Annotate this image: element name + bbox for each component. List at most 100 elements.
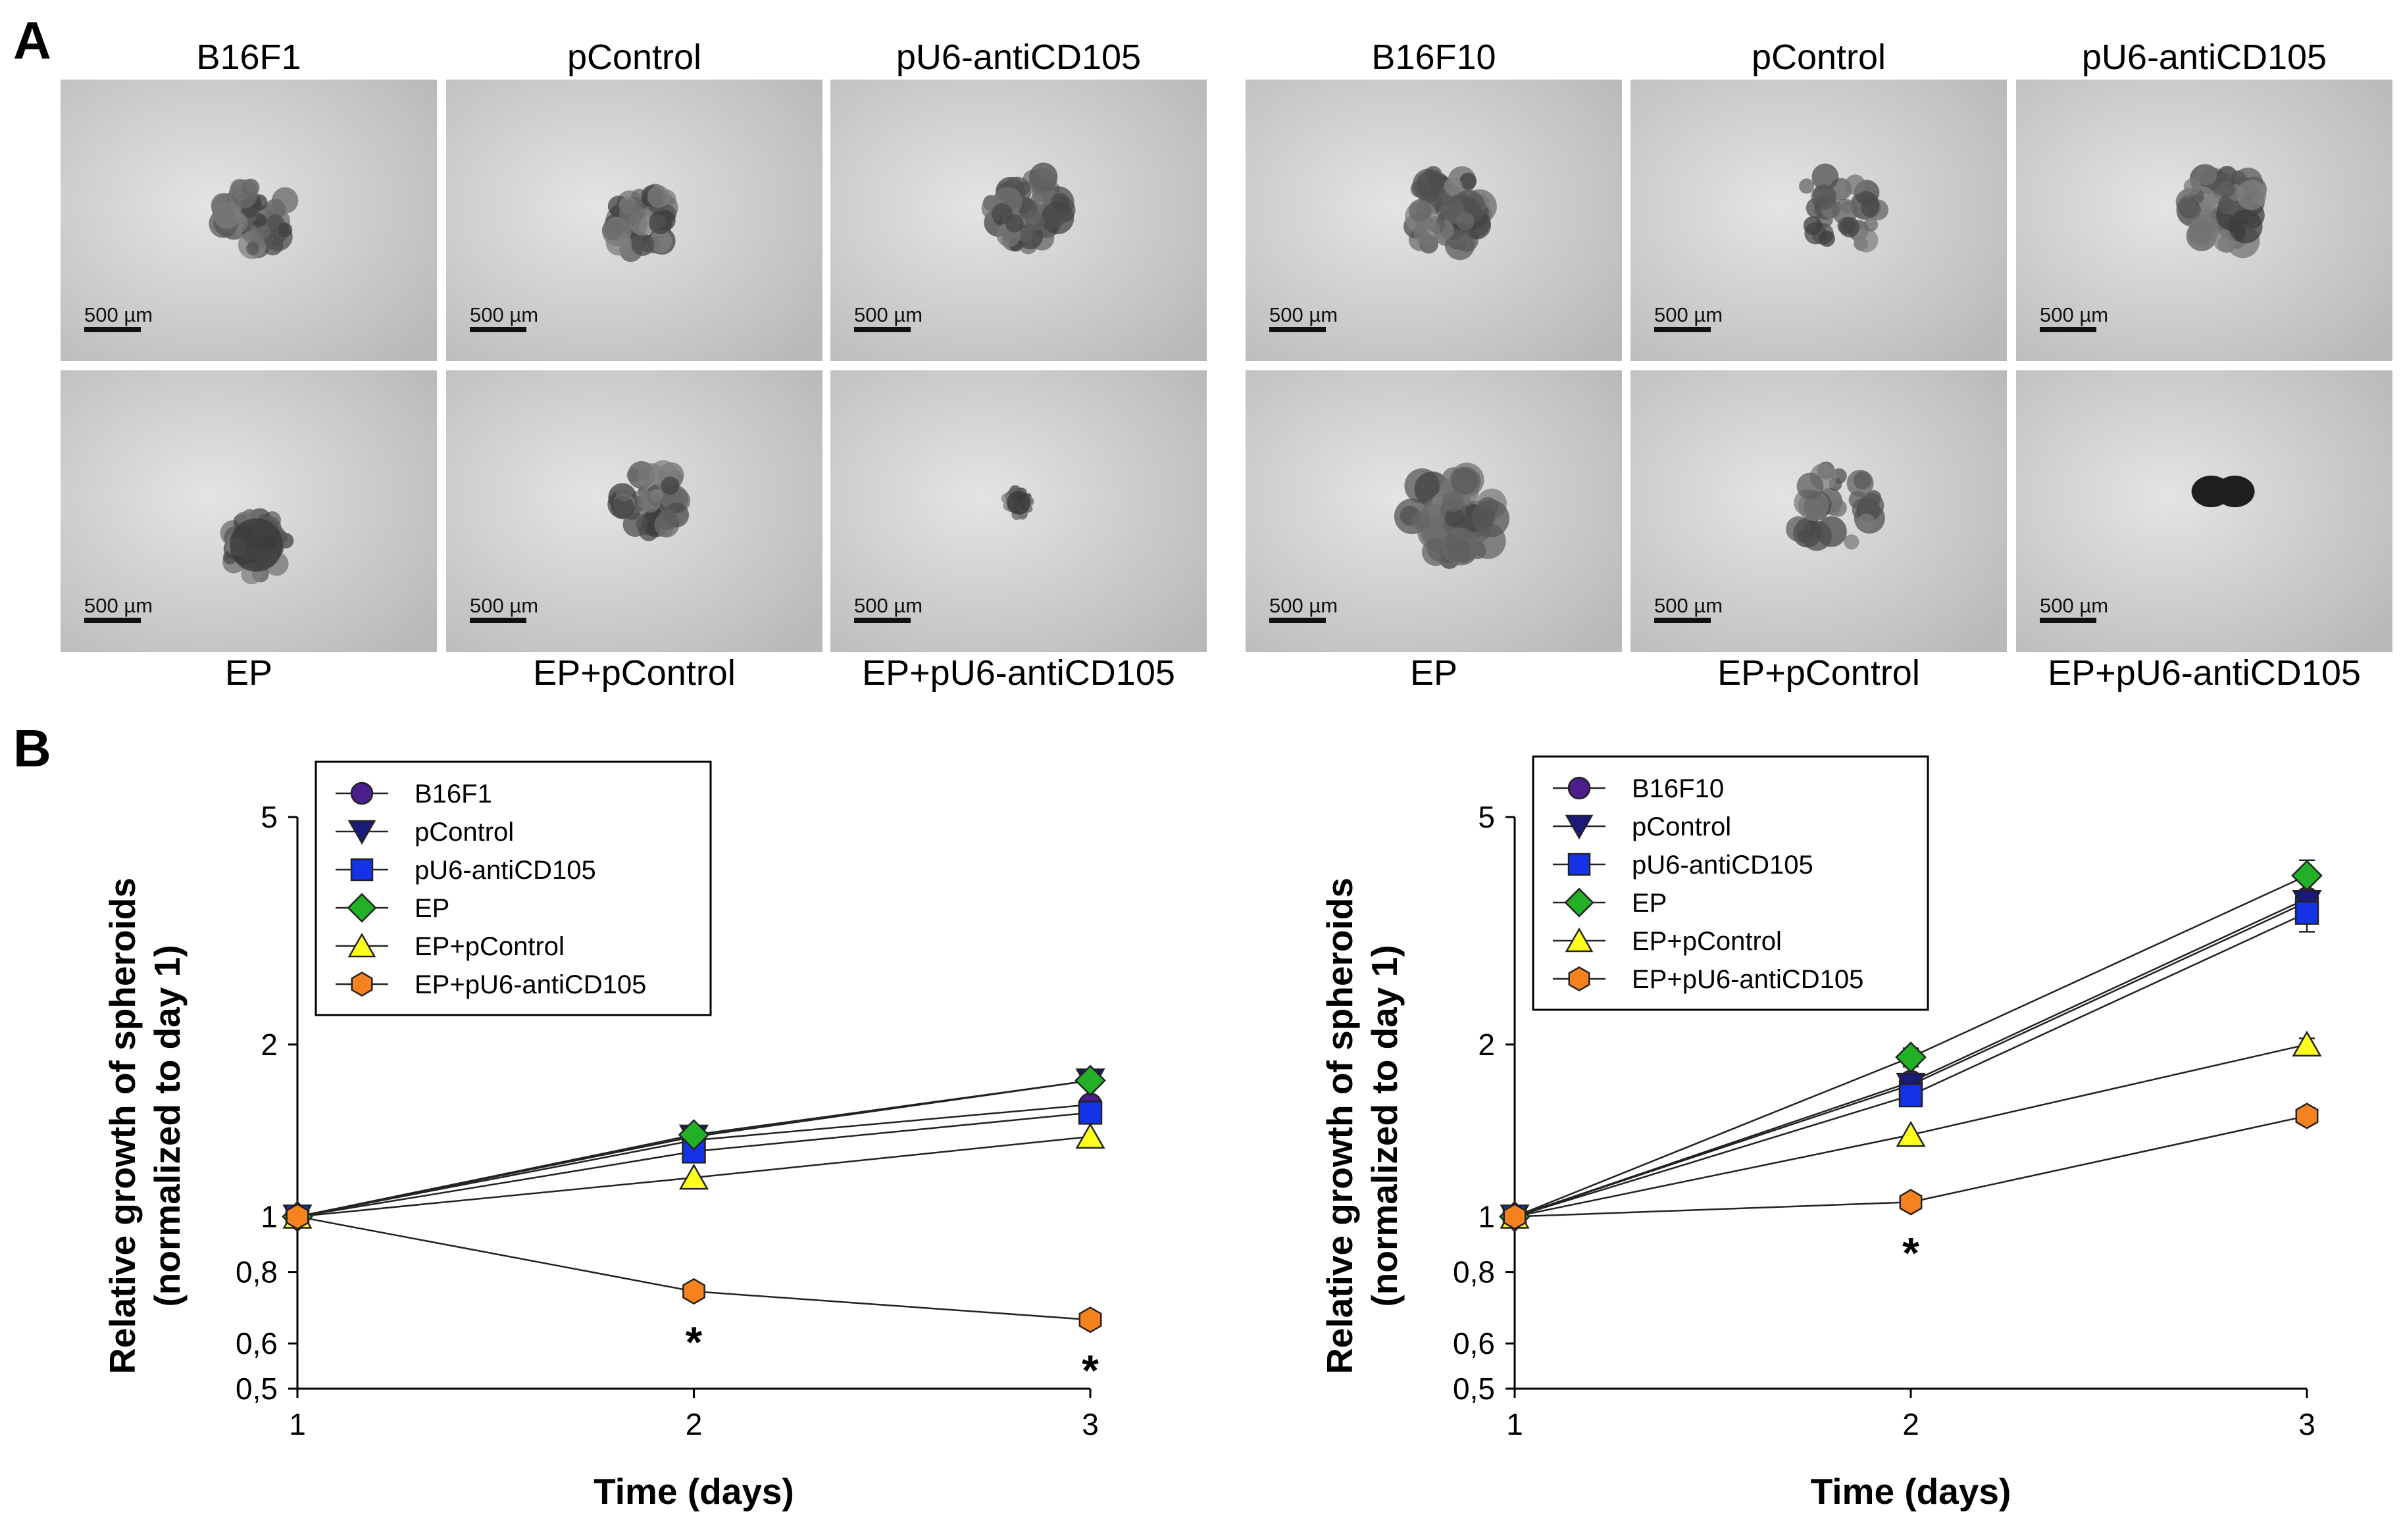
error-bar — [1903, 1072, 1919, 1092]
legend-marker — [1568, 966, 1590, 992]
scale-bar — [470, 618, 526, 623]
micrograph: 500 µm — [1246, 370, 1622, 652]
data-point — [2291, 860, 2323, 891]
data-point — [2292, 1030, 2322, 1057]
legend-marker — [1567, 776, 1591, 800]
legend-label: EP — [1632, 889, 1667, 918]
scale-bar — [84, 618, 141, 623]
data-point — [2294, 886, 2319, 911]
data-point — [1500, 1205, 1530, 1231]
error-bar — [2299, 859, 2315, 893]
scale-bar — [84, 327, 141, 332]
spheroid — [1786, 461, 1885, 551]
y-axis-title: (normalized to day 1) — [147, 945, 188, 1306]
x-tick-label: 1 — [1506, 1407, 1523, 1441]
micrograph-bottom-label: EP+pU6-antiCD105 — [862, 653, 1175, 693]
scale-bar-label: 500 µm — [2040, 594, 2108, 617]
data-point — [678, 1124, 709, 1151]
micrograph: 500 µm — [830, 370, 1207, 652]
scale-bar — [854, 327, 911, 332]
y-tick-label: 0,8 — [1453, 1255, 1495, 1289]
spheroid — [1001, 485, 1034, 520]
spheroid — [1799, 163, 1889, 253]
data-point — [682, 1128, 706, 1153]
data-point — [678, 1163, 709, 1190]
error-bar — [2299, 1037, 2315, 1052]
data-point — [1075, 1068, 1105, 1095]
legend-label: B16F10 — [1632, 774, 1724, 803]
micrograph-bottom-label: EP — [1409, 653, 1458, 693]
series-line — [1514, 901, 2308, 1218]
y-tick-label: 2 — [261, 1028, 278, 1062]
scale-bar-label: 500 µm — [1269, 594, 1338, 617]
legend-label: EP — [415, 894, 449, 923]
data-point — [282, 1203, 313, 1229]
legend-label: pControl — [1632, 812, 1731, 841]
y-axis-title: Relative growth of spheroids — [1319, 878, 1360, 1374]
panel-a-letter: A — [13, 11, 51, 70]
micrograph-top-label: B16F1 — [196, 37, 301, 77]
micrograph: 500 µm — [1246, 80, 1622, 361]
spheroid — [209, 178, 299, 259]
legend-marker — [350, 858, 374, 882]
spheroid — [1394, 462, 1509, 569]
data-point — [282, 1201, 313, 1233]
x-tick-label: 2 — [686, 1407, 703, 1441]
scale-bar-label: 500 µm — [854, 594, 922, 617]
error-bar — [2299, 894, 2315, 933]
y-tick-label: 0,8 — [236, 1255, 278, 1289]
x-tick-label: 3 — [2298, 1407, 2315, 1441]
y-axis-title: Relative growth of spheroids — [102, 878, 143, 1374]
legend-marker — [350, 782, 374, 805]
scale-bar — [470, 327, 526, 332]
legend-marker — [1567, 853, 1591, 876]
micrograph: 500 µm — [446, 80, 822, 361]
legend-marker — [1565, 814, 1594, 840]
micrograph: 500 µm — [61, 370, 437, 652]
scale-bar-label: 500 µm — [1269, 303, 1338, 326]
scale-bar — [2040, 618, 2096, 623]
data-point — [1078, 1306, 1102, 1333]
series-line — [1514, 874, 2308, 1218]
legend-label: B16F1 — [415, 780, 492, 808]
y-tick-label: 5 — [261, 800, 278, 834]
y-tick-label: 0,5 — [236, 1372, 278, 1406]
y-tick-label: 0,6 — [236, 1326, 278, 1360]
data-point — [1074, 1064, 1106, 1097]
series-line — [297, 1112, 1091, 1218]
scale-bar-label: 500 µm — [84, 303, 153, 326]
spheroid — [2191, 476, 2255, 508]
micrograph: 500 µm — [1630, 370, 2007, 652]
x-tick-label: 3 — [1082, 1407, 1099, 1441]
data-point — [1075, 1122, 1105, 1149]
micrograph: 500 µm — [61, 80, 437, 361]
data-point — [2294, 901, 2319, 925]
legend: B16F1 pControl pU6-antiCD105 EP EP+pControl E… — [315, 760, 712, 1016]
significance-asterisk: * — [1902, 1228, 1919, 1277]
scale-bar-label: 500 µm — [470, 594, 538, 617]
series-line — [297, 1135, 1091, 1218]
data-point — [678, 1119, 710, 1151]
y-axis-title: (normalized to day 1) — [1364, 945, 1405, 1306]
scale-bar — [1269, 327, 1326, 332]
significance-asterisk: * — [686, 1318, 703, 1366]
y-tick-label: 1 — [1478, 1199, 1495, 1233]
data-point — [285, 1205, 310, 1229]
scale-bar — [1654, 618, 1711, 623]
micrograph-top-label: pU6-antiCD105 — [2081, 37, 2327, 77]
scale-bar-label: 500 µm — [470, 303, 538, 326]
series-line — [297, 1216, 1091, 1321]
series-line — [1514, 1043, 2308, 1218]
data-point — [682, 1278, 705, 1305]
micrograph: 500 µm — [830, 80, 1207, 361]
series-line — [297, 1080, 1091, 1218]
data-point — [1899, 1189, 1923, 1216]
panel-b-letter: B — [13, 719, 51, 778]
micrograph: 500 µm — [2016, 370, 2392, 652]
legend-marker — [351, 971, 373, 997]
series-line — [1514, 897, 2308, 1218]
series-line — [297, 1103, 1091, 1218]
scale-bar-label: 500 µm — [84, 594, 153, 617]
x-axis-title: Time (days) — [1811, 1471, 2011, 1512]
legend-marker — [347, 932, 376, 958]
